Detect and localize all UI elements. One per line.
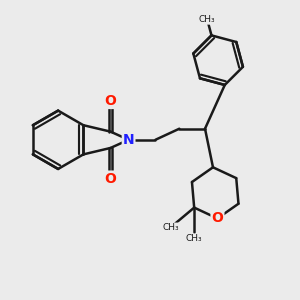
Text: N: N [123,133,134,147]
Text: O: O [212,212,224,225]
Text: O: O [105,94,116,108]
Text: CH₃: CH₃ [199,15,216,24]
Text: CH₃: CH₃ [186,234,202,243]
Text: CH₃: CH₃ [162,223,179,232]
Text: O: O [105,172,116,186]
